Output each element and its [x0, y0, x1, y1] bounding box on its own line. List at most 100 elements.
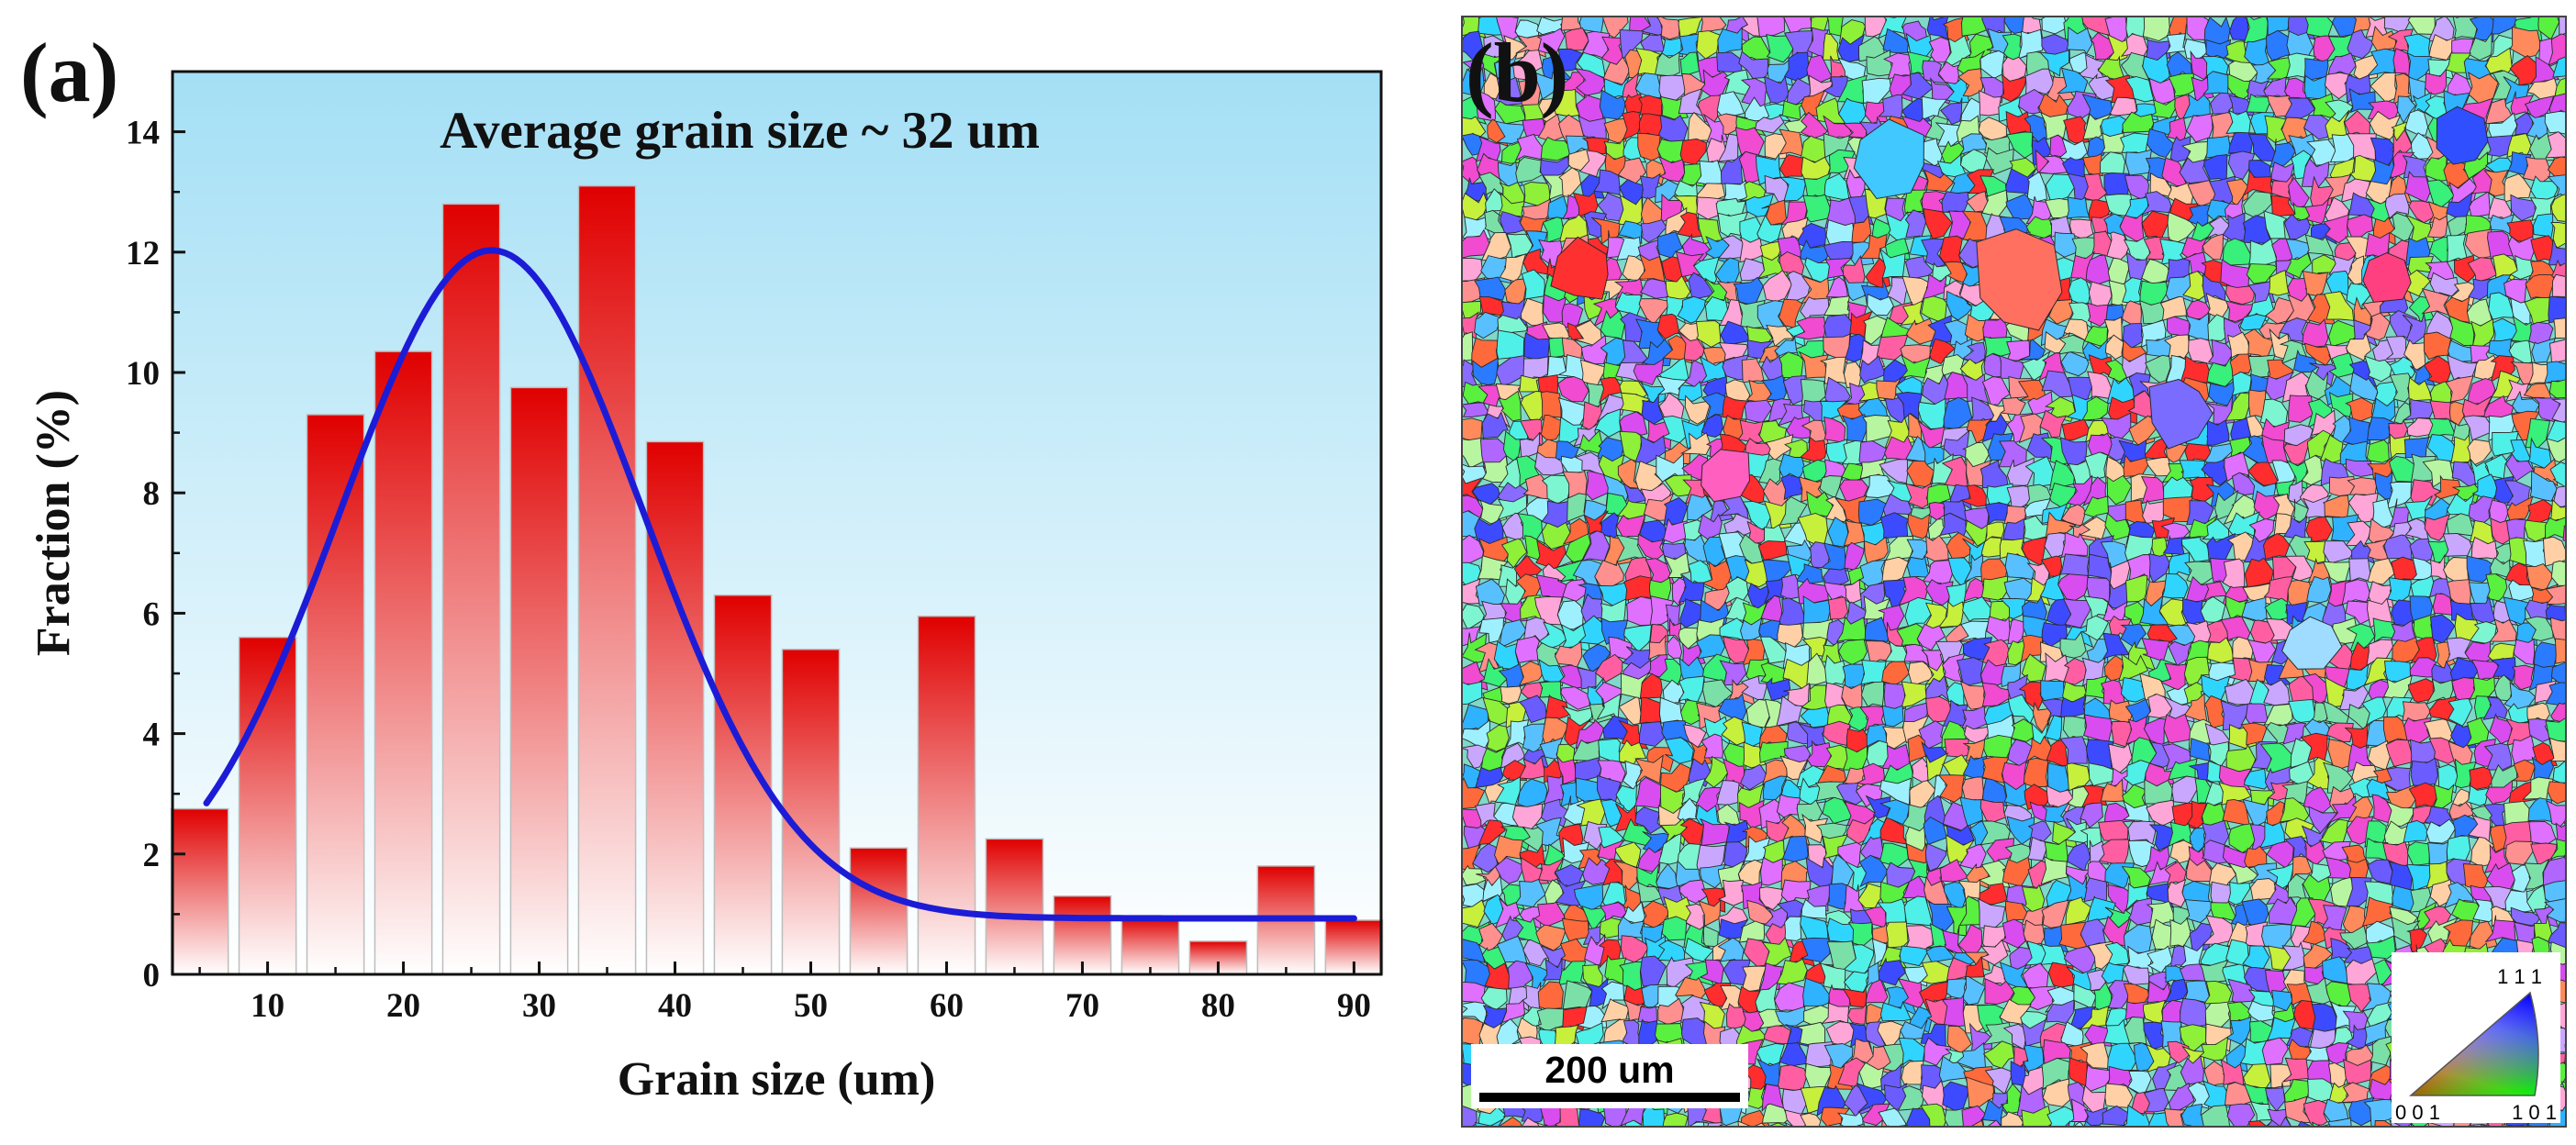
average-annotation: Average grain size ~ 32 um	[440, 102, 1040, 160]
grain	[1744, 399, 1773, 424]
grain	[2208, 339, 2232, 366]
grain	[2227, 150, 2256, 180]
grain	[2374, 1119, 2395, 1127]
grain	[1879, 459, 1909, 484]
y-tick-label-6: 6	[143, 595, 161, 633]
grain	[2146, 980, 2171, 1004]
grain	[2311, 1121, 2332, 1127]
grain	[2184, 443, 2212, 465]
grain	[1455, 1129, 1481, 1145]
grain	[1760, 856, 1784, 886]
grain	[1638, 721, 1665, 747]
grain	[2526, 1128, 2551, 1145]
grain	[2359, 1126, 2364, 1127]
grain	[1900, 354, 1931, 379]
grain	[1475, 136, 1501, 163]
grain	[2351, 761, 2379, 786]
grain	[1879, 817, 1909, 845]
grain	[2573, 495, 2576, 522]
grain	[1825, 219, 1856, 246]
grain	[1723, 959, 1751, 985]
grain	[2019, 339, 2046, 361]
panel-a-label: (a)	[20, 26, 118, 119]
grain	[1481, 411, 1509, 439]
grain	[2044, 839, 2069, 868]
grain	[2263, 532, 2291, 560]
grain	[1819, 356, 1849, 384]
grain	[2000, 396, 2026, 417]
grain	[1904, 255, 1935, 280]
grain	[2327, 1117, 2352, 1127]
grain	[2300, 732, 2328, 764]
grain	[1884, 435, 1913, 462]
grain	[2225, 284, 2255, 306]
grain	[1984, 521, 2005, 542]
grain	[1698, 513, 1723, 540]
grain	[1699, 817, 1730, 846]
grain	[1925, 752, 1949, 782]
grain	[2570, 856, 2576, 884]
grain	[1472, 357, 1499, 385]
grain-large	[2148, 378, 2214, 450]
grain	[2524, 858, 2550, 890]
grain	[1966, 169, 1995, 195]
grain	[2381, 767, 2412, 791]
grain	[2363, 355, 2392, 383]
grain	[2570, 49, 2576, 74]
grain	[2222, 238, 2252, 266]
grain	[1623, 999, 1645, 1021]
grain	[2570, 760, 2576, 785]
grain	[2510, 906, 2541, 926]
grain	[1979, 883, 2008, 906]
grain	[2570, 94, 2576, 119]
grain	[2222, 558, 2246, 590]
grain	[1941, 191, 1969, 214]
grain	[2241, 898, 2269, 928]
grain	[1986, 838, 2014, 865]
grain	[1792, 317, 1826, 340]
grain	[2572, 945, 2576, 964]
grain	[2047, 962, 2078, 988]
grain	[2073, 983, 2097, 1010]
grain	[2143, 1087, 2169, 1113]
grain	[2261, 1037, 2289, 1066]
grain	[1979, 939, 2009, 966]
grain	[2006, 339, 2034, 361]
grain	[1903, 895, 1934, 927]
grain	[2322, 956, 2349, 984]
grain	[2124, 1017, 2147, 1045]
grain	[1462, 578, 1484, 605]
grain	[2421, 288, 2450, 317]
grain	[2169, 917, 2191, 948]
grain	[1540, 1105, 1563, 1127]
grain	[2443, 882, 2474, 909]
grain	[2570, 1062, 2576, 1088]
grain	[1715, 257, 1740, 287]
grain	[1581, 530, 1611, 562]
grain	[2140, 475, 2166, 505]
grain	[2304, 234, 2334, 257]
grain	[1596, 693, 1622, 723]
bar-5	[509, 386, 569, 975]
grain	[1745, 193, 1775, 217]
grain	[2166, 51, 2193, 82]
grain	[1800, 296, 1830, 323]
grain	[2554, 638, 2566, 664]
grain	[2004, 552, 2035, 581]
grain	[1780, 879, 1812, 906]
grain	[1554, 1105, 1580, 1127]
grain	[1985, 147, 2014, 175]
grain	[1674, 976, 1707, 1002]
grain	[2123, 1133, 2150, 1145]
grain	[1903, 643, 1930, 666]
grain	[2066, 762, 2091, 792]
grain	[2042, 1078, 2071, 1107]
grain	[2247, 1120, 2268, 1127]
grain	[1860, 233, 1888, 260]
grain	[1498, 1117, 1522, 1127]
grain	[2109, 96, 2137, 117]
grain	[1981, 17, 2007, 39]
grain	[1962, 1119, 1984, 1127]
grain	[2366, 439, 2390, 463]
grain	[1723, 576, 1749, 606]
